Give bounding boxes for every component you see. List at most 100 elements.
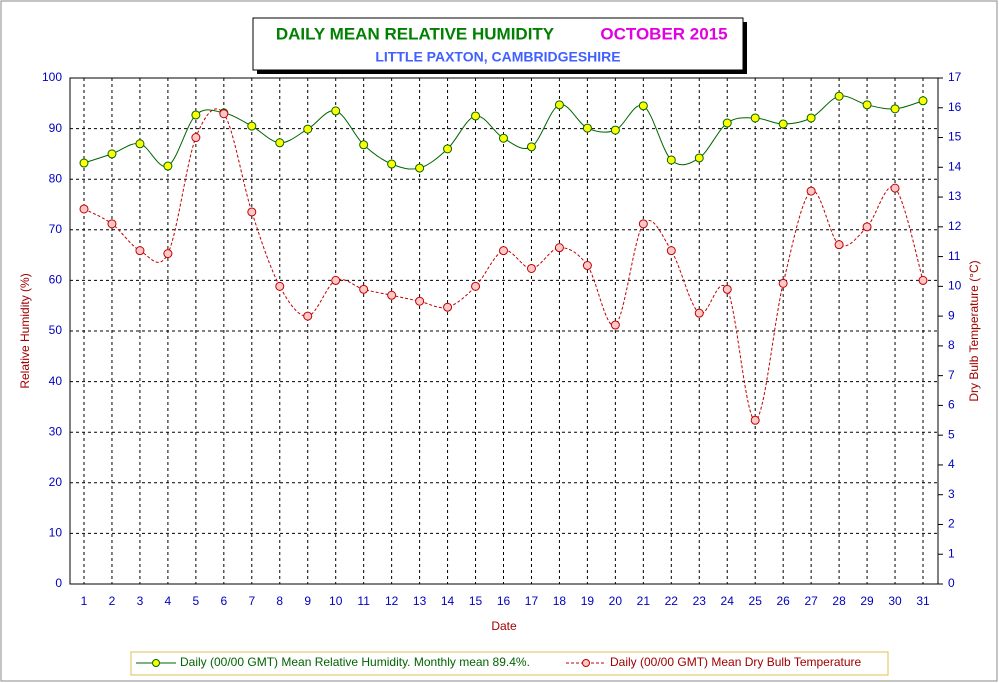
point (862, 100, 872, 110)
y2-tick-label: 2 (948, 517, 955, 531)
legend-marker (152, 659, 160, 667)
y-tick-label: 40 (49, 374, 63, 388)
y2-tick-label: 9 (948, 308, 955, 322)
y2-tick-label: 3 (948, 487, 955, 501)
x-tick-label: 21 (637, 594, 651, 608)
point (554, 243, 564, 253)
point (415, 296, 425, 306)
point (135, 139, 145, 149)
y2-tick-label: 15 (948, 130, 962, 144)
x-tick-label: 15 (469, 594, 483, 608)
point (834, 240, 844, 250)
point (666, 246, 676, 256)
y2-tick-label: 16 (948, 100, 962, 114)
x-tick-label: 28 (832, 594, 846, 608)
point (694, 308, 704, 318)
point (722, 284, 732, 294)
x-tick-label: 4 (165, 594, 172, 608)
point (610, 125, 620, 135)
x-tick-label: 30 (888, 594, 902, 608)
legend-box (130, 651, 889, 676)
x-tick-label: 20 (609, 594, 623, 608)
point (275, 281, 285, 291)
y2-tick-label: 13 (948, 189, 962, 203)
x-tick-label: 8 (276, 594, 283, 608)
y2-tick-label: 10 (948, 279, 962, 293)
y-tick-label: 60 (49, 273, 63, 287)
point (387, 159, 397, 169)
y2-tick-label: 11 (948, 249, 961, 263)
y2-tick-label: 17 (948, 70, 962, 84)
point (834, 91, 844, 101)
point (610, 320, 620, 330)
point (107, 149, 117, 159)
x-tick-label: 1 (81, 594, 88, 608)
y-tick-label: 20 (49, 475, 63, 489)
point (303, 311, 313, 321)
y-tick-label: 0 (55, 576, 62, 590)
chart-subtitle: LITTLE PAXTON, CAMBRIDGESHIRE (375, 49, 620, 65)
point (247, 121, 257, 131)
y-tick-label: 100 (42, 70, 62, 84)
point (219, 109, 229, 119)
point (722, 118, 732, 128)
point (471, 281, 481, 291)
point (890, 183, 900, 193)
x-tick-label: 23 (693, 594, 707, 608)
y-tick-label: 10 (49, 526, 63, 540)
point (359, 284, 369, 294)
point (582, 261, 592, 271)
point (303, 124, 313, 134)
x-tick-label: 31 (916, 594, 930, 608)
y2-tick-label: 4 (948, 457, 955, 471)
x-tick-label: 11 (357, 594, 370, 608)
point (79, 158, 89, 168)
point (443, 302, 453, 312)
point (778, 278, 788, 288)
y-tick-label: 50 (49, 323, 63, 337)
point (694, 153, 704, 163)
x-tick-label: 5 (193, 594, 200, 608)
plot-border (69, 77, 939, 585)
title-box (252, 17, 744, 71)
x-tick-label: 25 (749, 594, 763, 608)
point (778, 119, 788, 129)
point (443, 144, 453, 154)
x-tick-label: 9 (304, 594, 311, 608)
point (890, 104, 900, 114)
point (526, 263, 536, 273)
point (806, 113, 816, 123)
point (750, 113, 760, 123)
point (191, 133, 201, 143)
y-tick-label: 80 (49, 171, 63, 185)
x-tick-label: 17 (525, 594, 539, 608)
point (79, 204, 89, 214)
point (191, 110, 201, 120)
point (275, 138, 285, 148)
x-tick-label: 3 (137, 594, 144, 608)
y2-tick-label: 5 (948, 427, 955, 441)
point (638, 219, 648, 229)
x-tick-label: 16 (497, 594, 511, 608)
point (135, 246, 145, 256)
y-tick-label: 70 (49, 222, 63, 236)
y2-tick-label: 8 (948, 338, 955, 352)
x-tick-label: 19 (581, 594, 595, 608)
point (499, 246, 508, 256)
point (359, 140, 369, 150)
y2-tick-label: 12 (948, 219, 962, 233)
point (471, 111, 481, 121)
x-tick-label: 29 (860, 594, 874, 608)
x-tick-label: 6 (220, 594, 227, 608)
x-tick-label: 12 (385, 594, 399, 608)
x-tick-label: 26 (776, 594, 790, 608)
x-tick-label: 2 (109, 594, 116, 608)
x-tick-label: 24 (721, 594, 735, 608)
legend-label: Daily (00/00 GMT) Mean Relative Humidity… (180, 655, 530, 669)
y2-tick-label: 1 (948, 546, 955, 560)
point (415, 163, 425, 173)
point (387, 290, 397, 300)
y-tick-label: 90 (49, 121, 63, 135)
